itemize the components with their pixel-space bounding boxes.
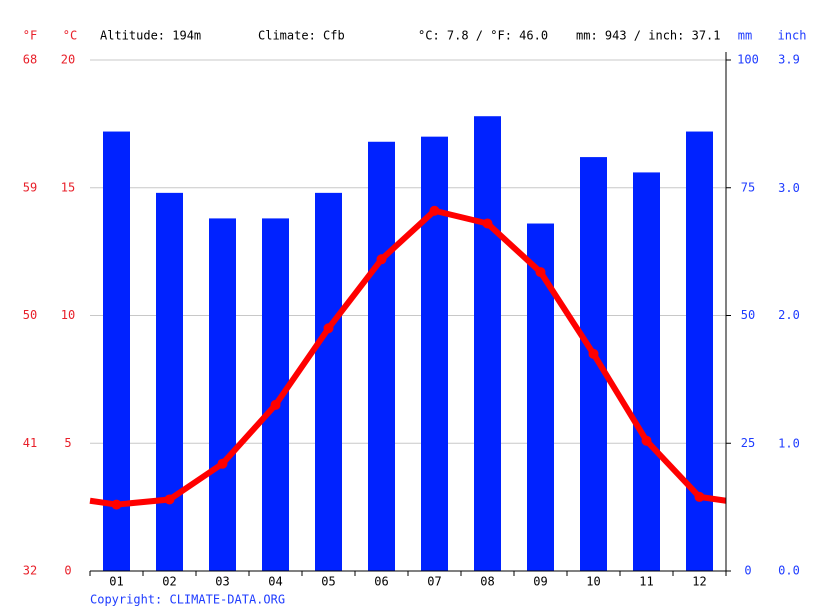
y-tick-label: 0 <box>64 564 71 578</box>
x-tick-label: 06 <box>374 575 388 589</box>
x-tick-label: 03 <box>215 575 229 589</box>
fahrenheit-unit: °F <box>23 29 37 43</box>
temperature-point <box>641 435 652 446</box>
inch-tick-label: 1.0 <box>778 436 800 450</box>
mm-tick-label: 25 <box>741 436 755 450</box>
temperature-average: °C: 7.8 / °F: 46.0 <box>418 29 548 43</box>
fahrenheit-tick-label: 50 <box>23 308 37 322</box>
celsius-unit: °C <box>63 29 77 43</box>
fahrenheit-tick-label: 68 <box>23 53 37 67</box>
mm-tick-label: 100 <box>737 53 759 67</box>
x-tick-label: 08 <box>480 575 494 589</box>
precipitation-bar <box>633 172 660 572</box>
x-tick-label: 09 <box>533 575 547 589</box>
mm-unit: mm <box>738 29 752 43</box>
fahrenheit-tick-label: 32 <box>23 564 37 578</box>
x-tick-label: 01 <box>109 575 123 589</box>
temperature-point <box>482 218 493 229</box>
temperature-point <box>588 348 599 359</box>
mm-tick-label: 0 <box>744 564 751 578</box>
precipitation-total: mm: 943 / inch: 37.1 <box>576 29 721 43</box>
inch-unit: inch <box>778 29 807 43</box>
precipitation-bar <box>209 218 236 571</box>
temperature-point <box>111 499 122 510</box>
x-tick-label: 11 <box>639 575 653 589</box>
y-tick-label: 5 <box>64 436 71 450</box>
temperature-point <box>217 458 228 469</box>
temperature-point <box>164 494 175 505</box>
y-tick-label: 15 <box>61 180 75 194</box>
y-tick-label: 20 <box>61 53 75 67</box>
x-tick-label: 12 <box>692 575 706 589</box>
x-tick-label: 05 <box>321 575 335 589</box>
inch-tick-label: 0.0 <box>778 564 800 578</box>
x-tick-label: 07 <box>427 575 441 589</box>
precipitation-bar <box>421 136 448 571</box>
inch-tick-label: 3.9 <box>778 53 800 67</box>
inch-tick-label: 3.0 <box>778 181 800 195</box>
climate: Climate: Cfb <box>258 29 345 43</box>
altitude: Altitude: 194m <box>100 29 201 43</box>
temperature-point <box>535 267 546 278</box>
precipitation-bar <box>368 141 395 571</box>
precipitation-bar <box>686 131 713 572</box>
copyright: Copyright: CLIMATE-DATA.ORG <box>90 593 285 607</box>
x-tick-label: 10 <box>586 575 600 589</box>
x-tick-label: 02 <box>162 575 176 589</box>
x-tick-label: 04 <box>268 575 282 589</box>
precipitation-bar <box>103 131 130 572</box>
precipitation-bar <box>474 116 501 572</box>
y-tick-label: 10 <box>61 308 75 322</box>
temperature-point <box>429 205 440 216</box>
mm-tick-label: 50 <box>741 308 755 322</box>
temperature-point <box>694 491 705 502</box>
precipitation-bar <box>156 192 183 572</box>
fahrenheit-tick-label: 59 <box>23 180 37 194</box>
fahrenheit-tick-label: 41 <box>23 436 37 450</box>
precipitation-bar <box>315 192 342 572</box>
mm-tick-label: 75 <box>741 180 755 194</box>
temperature-line <box>116 207 702 508</box>
temperature-point <box>323 323 334 334</box>
inch-tick-label: 2.0 <box>778 308 800 322</box>
temperature-point <box>376 254 387 265</box>
temperature-point <box>270 399 281 410</box>
